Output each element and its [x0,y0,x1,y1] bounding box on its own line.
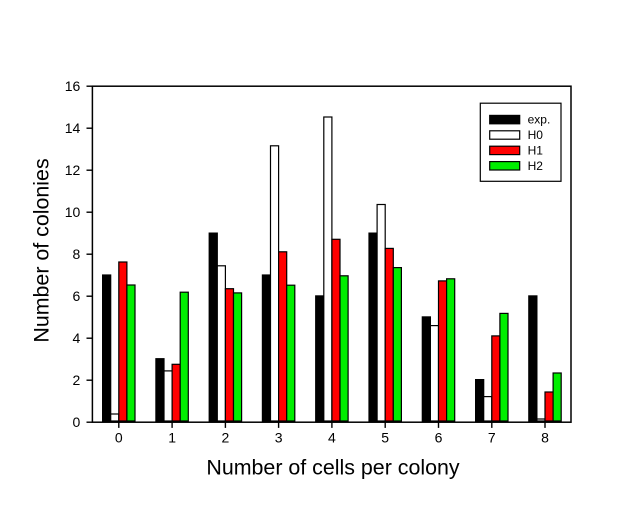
svg-text:1: 1 [168,430,176,446]
svg-text:4: 4 [328,430,336,446]
svg-text:10: 10 [65,204,81,220]
svg-text:2: 2 [73,372,81,388]
svg-text:5: 5 [381,430,389,446]
svg-text:6: 6 [435,430,443,446]
svg-text:0: 0 [73,414,81,430]
svg-text:Number of cells per colony: Number of cells per colony [206,455,460,479]
svg-text:Number of colonies: Number of colonies [29,158,53,342]
svg-text:4: 4 [73,330,81,346]
svg-text:8: 8 [73,246,81,262]
svg-text:7: 7 [488,430,496,446]
svg-text:3: 3 [275,430,283,446]
svg-text:0: 0 [115,430,123,446]
svg-text:exp.: exp. [528,113,551,127]
svg-text:8: 8 [541,430,549,446]
svg-text:14: 14 [65,120,81,136]
svg-text:2: 2 [222,430,230,446]
svg-text:6: 6 [73,288,81,304]
svg-text:16: 16 [65,78,81,94]
svg-text:H2: H2 [528,159,544,173]
svg-text:H0: H0 [528,128,544,142]
svg-text:H1: H1 [528,143,544,157]
svg-text:12: 12 [65,162,81,178]
